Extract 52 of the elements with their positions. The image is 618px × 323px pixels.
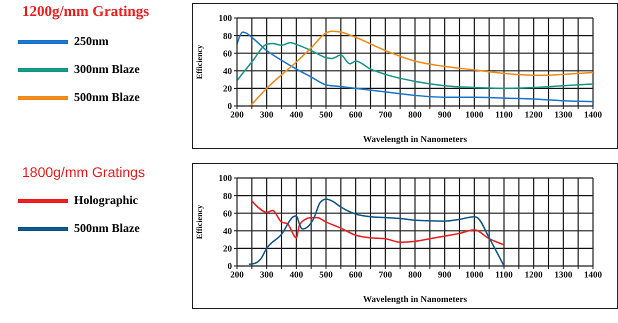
y-tick-label: 20: [222, 244, 232, 254]
legend-label: 300nm Blaze: [74, 62, 140, 77]
x-axis-title: Wavelength in Nanometers: [362, 134, 468, 144]
y-tick-label: 0: [227, 101, 232, 112]
x-tick-label: 700: [378, 109, 392, 120]
x-tick-label: 500: [318, 109, 333, 120]
x-tick-label: 1100: [494, 109, 513, 120]
x-tick-label: 900: [437, 109, 452, 120]
y-tick-label: 60: [222, 48, 232, 58]
text: 1800g/mm Gratings: [22, 164, 146, 180]
legend-label: 500nm Blaze: [74, 221, 140, 236]
line-series: [250, 200, 504, 246]
x-tick-label: 600: [348, 109, 362, 120]
x-tick-label: 400: [289, 109, 304, 120]
y-tick-label: 40: [222, 226, 232, 236]
x-tick-label: 1400: [584, 269, 602, 280]
y-axis-title: Efficiency: [194, 204, 204, 240]
y-tick-label: 0: [227, 261, 232, 272]
x-tick-label: 1000: [464, 109, 484, 120]
legend-label: 500nm Blaze: [74, 90, 140, 105]
x-tick-label: 300: [259, 269, 274, 280]
line-series: [236, 42, 593, 90]
y-tick-label: 20: [222, 84, 232, 94]
x-tick-label: 1000: [464, 269, 484, 280]
legend-label: Holographic: [74, 193, 138, 208]
x-tick-label: 1300: [554, 109, 572, 120]
y-tick-label: 60: [222, 208, 232, 218]
text: 1200g/mm Gratings: [22, 4, 150, 21]
x-tick-label: 300: [259, 109, 274, 120]
x-tick-label: 1300: [554, 269, 572, 280]
legend-label: 250nm: [74, 34, 109, 49]
y-axis-title: Efficiency: [194, 44, 204, 80]
x-tick-label: 900: [437, 269, 452, 280]
x-tick-label: 1100: [494, 269, 513, 280]
x-tick-label: 800: [408, 269, 422, 280]
x-tick-label: 200: [230, 109, 244, 120]
x-tick-label: 800: [408, 109, 422, 120]
y-tick-label: 100: [218, 173, 232, 184]
y-tick-label: 40: [222, 66, 232, 76]
x-tick-label: 700: [378, 269, 392, 280]
x-tick-label: 500: [318, 269, 333, 280]
x-tick-label: 400: [289, 269, 304, 280]
line-series: [248, 198, 504, 266]
x-tick-label: 1200: [524, 109, 543, 120]
x-axis-title: Wavelength in Nanometers: [362, 294, 468, 304]
y-tick-label: 100: [218, 13, 232, 24]
y-tick-label: 80: [222, 30, 232, 41]
x-tick-label: 200: [230, 269, 244, 280]
x-tick-label: 1200: [524, 269, 543, 280]
y-tick-label: 80: [222, 190, 232, 201]
x-tick-label: 600: [348, 269, 362, 280]
x-tick-label: 1400: [584, 109, 602, 120]
